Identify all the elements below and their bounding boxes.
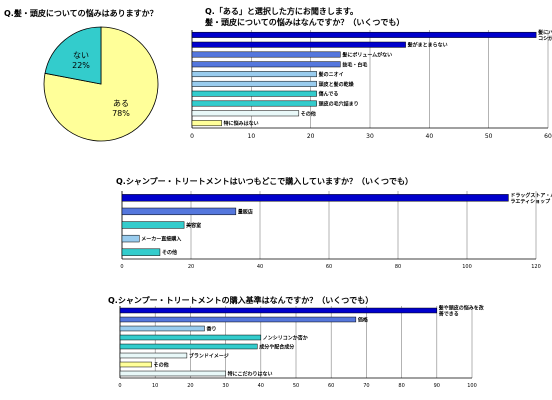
- bar3-bar: [119, 361, 152, 368]
- bar3-bar: [119, 370, 226, 377]
- bar1-tick-label: 40: [426, 133, 434, 140]
- bar2-bar: [121, 248, 161, 256]
- bar1-tick-label: 10: [248, 133, 256, 140]
- pie-slice-0: [43, 26, 159, 142]
- bar2-category-label: ラエティショップ: [510, 198, 551, 205]
- bar1-category-label: 抜毛・白毛: [342, 61, 367, 68]
- bar1-tick-label: 20: [307, 133, 315, 140]
- bar1-bar: [191, 31, 537, 38]
- bar3-tick-label: 50: [293, 383, 299, 389]
- bar2-title: Q.シャンプー・トリートメントはいつもどこで購入していますか？（いくつでも）: [116, 177, 413, 186]
- bar1-category-label: その他: [301, 110, 316, 117]
- bar1-bar: [191, 51, 341, 58]
- bar3-category-label: ブランドイメージ: [189, 353, 229, 360]
- bar2-category-label: ドラッグストア・バ: [510, 192, 552, 199]
- bar1-subtitle: 髪・頭皮についての悩みはなんですか？（いくつでも）: [205, 18, 405, 27]
- bar2-bar: [121, 234, 140, 243]
- bar1-bar: [191, 90, 317, 97]
- bar3-category-label: 価格: [357, 317, 369, 324]
- bar1-bar: [191, 41, 406, 48]
- bar3-tick-label: 80: [398, 383, 404, 389]
- bar3-category-label: 特にこだわりはない: [228, 371, 273, 378]
- bar1-bar: [191, 100, 317, 107]
- bar3-tick-label: 30: [222, 383, 228, 389]
- bar3-tick-label: 60: [328, 383, 334, 389]
- pie-label-0: ある: [113, 99, 129, 108]
- bar1-category-label: 髪にボリュームがない: [341, 52, 392, 59]
- bar3-bar: [119, 316, 357, 323]
- bar3-category-label: ノンシリコンか否か: [263, 335, 308, 342]
- bar2-tick-label: 120: [531, 264, 541, 270]
- bar2-tick-label: 0: [120, 264, 123, 270]
- bar1-bar: [191, 80, 317, 87]
- bar2-category-label: 量販店: [238, 208, 253, 215]
- bar1-category-label: 髪がまとまらない: [407, 42, 448, 49]
- bar3-tick-label: 90: [434, 383, 440, 389]
- bar1-tick-label: 0: [190, 133, 194, 140]
- pie-label-1: ない: [73, 51, 89, 60]
- bar3-bar: [119, 343, 258, 350]
- bar1-category-label: コシがない: [538, 35, 552, 42]
- bar-chart-purchase-criteria: 0 10 20 30 40 50 60 70 80 90 100 髪や頭皮の悩みを改善できる価格香りノ…: [118, 305, 485, 390]
- bar1-category-label: 髪にハリ・艶・: [537, 29, 552, 36]
- bar1-title: Q.「ある」と選択した方にお聞きします。: [205, 7, 359, 16]
- bar2-tick-label: 60: [326, 264, 332, 270]
- bar1-category-label: 頭皮の毛穴詰まり: [319, 101, 359, 108]
- bar2-tick-label: 40: [257, 264, 263, 270]
- bar1-bar: [191, 71, 317, 78]
- bar2-tick-label: 80: [395, 264, 401, 270]
- bar1-tick-label: 50: [485, 133, 493, 140]
- bar-chart-purchase-place: 0 20 40 60 80 100 120 ドラッグストア・バラエティショップ量販店美容室メー…: [120, 191, 552, 270]
- bar2-category-label: その他: [162, 249, 177, 256]
- bar3-bar: [119, 352, 188, 359]
- bar1-tick-label: 60: [544, 133, 552, 140]
- bar3-bar: [119, 307, 438, 314]
- bar3-category-label: 髪や頭皮の悩みを改: [438, 305, 485, 312]
- bar2-category-label: 美容室: [186, 222, 201, 229]
- bar2-bar: [121, 194, 509, 202]
- bar3-bar: [119, 325, 205, 332]
- bar1-tick-label: 30: [366, 133, 374, 140]
- bar-chart-worries: 0 10 20 30 40 50 60 髪にハリ・艶・コシがない髪がまとまらない髪にボリューム…: [190, 29, 552, 140]
- bar1-bar: [191, 110, 300, 117]
- pie-value-label-0: 78%: [112, 109, 130, 118]
- bar2-bar: [121, 221, 185, 229]
- bar3-bar: [119, 334, 262, 341]
- bar1-category-label: 傷んでる: [318, 91, 339, 98]
- bar3-category-label: その他: [154, 362, 169, 369]
- bar2-bar: [121, 207, 237, 216]
- bar3-tick-label: 70: [363, 383, 369, 389]
- bar3-category-label: 香り: [205, 326, 216, 333]
- bar3-tick-label: 40: [258, 383, 264, 389]
- bar1-category-label: 頭皮と髪の乾燥: [319, 81, 355, 88]
- bar1-bar: [191, 120, 222, 127]
- bar2-tick-label: 100: [462, 264, 472, 270]
- bar2-tick-label: 20: [188, 264, 194, 270]
- bar3-tick-label: 100: [467, 383, 477, 389]
- bar3-tick-label: 10: [152, 383, 158, 389]
- bar3-tick-label: 20: [187, 383, 193, 389]
- bar3-tick-label: 0: [118, 383, 121, 389]
- bar1-category-label: 髪のニオイ: [318, 71, 344, 78]
- pie-chart-title: Q.髪・頭皮についての悩みはありますか？: [4, 9, 158, 18]
- bar3-category-label: 成分や配合成分: [259, 344, 294, 351]
- bar3-category-label: 善できる: [439, 311, 459, 318]
- bar1-bar: [191, 61, 341, 68]
- bar3-title: Q.シャンプー・トリートメントの購入基準はなんですか？（いくつでも）: [108, 296, 374, 305]
- bar1-category-label: 特に悩みはない: [224, 120, 259, 127]
- pie-slice-1: [44, 26, 102, 85]
- bar2-category-label: メーカー直接購入: [141, 236, 181, 243]
- pie-value-label-1: 22%: [72, 61, 90, 70]
